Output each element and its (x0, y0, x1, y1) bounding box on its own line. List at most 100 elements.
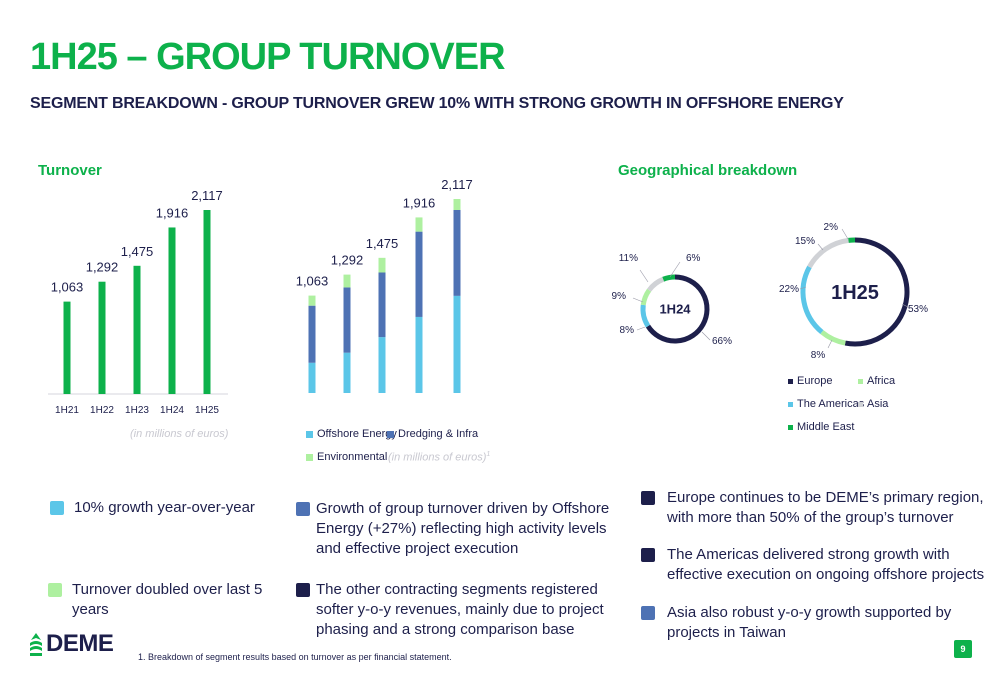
donut-pct-label: 8% (620, 325, 635, 336)
stack-1H23-seg-0 (378, 337, 386, 393)
bullet-offshore-growth: Growth of group turnover driven by Offsh… (296, 499, 616, 559)
x-tick-label: 1H21 (55, 405, 79, 416)
stack-1H25-seg-0 (453, 295, 461, 393)
donut-1h25: 1H25 53% 8% 22% 15% 2% (779, 222, 928, 361)
bullet-marker (48, 583, 62, 597)
deme-logo: DEME (28, 630, 114, 658)
donut-slice-europe (844, 237, 910, 347)
bar-value-label: 1,292 (86, 260, 119, 275)
legend-offshore: Offshore Energy (306, 428, 397, 440)
donut-pct-label: 66% (712, 336, 732, 347)
bar-value-label: 1,475 (121, 244, 154, 259)
legend-africa: Africa (858, 375, 895, 387)
leader-line (799, 286, 807, 290)
donut-slice-africa (820, 330, 846, 346)
turnover-bar-chart: 1,063 1H21 1,292 1H22 1,475 1H23 1,916 1H24 2,11… (48, 188, 228, 416)
stack-1H22-seg-1 (343, 287, 351, 353)
bullet-marker (641, 548, 655, 562)
geo-heading: Geographical breakdown (618, 162, 798, 179)
donut-pct-label: 15% (795, 236, 815, 247)
donut-slice-the-americas (800, 265, 824, 334)
stack-total-label: 1,916 (403, 195, 436, 210)
donut-center-label: 1H25 (831, 282, 879, 304)
bullet-marker (641, 491, 655, 505)
donut-slice-asia (807, 237, 849, 269)
leader-line (639, 269, 649, 283)
stack-1H23-seg-2 (378, 257, 386, 273)
bar-1H24 (168, 227, 176, 394)
stack-total-label: 1,475 (366, 236, 399, 251)
bar-value-label: 1,063 (51, 280, 84, 295)
donut-pct-label: 22% (779, 284, 799, 295)
legend-asia: Asia (858, 398, 888, 410)
stack-1H22-seg-2 (343, 274, 351, 288)
bar-value-label: 1,916 (156, 205, 189, 220)
leader-line (636, 326, 646, 331)
donut-slice-middle-east (662, 274, 676, 282)
stack-1H24-seg-2 (415, 217, 423, 232)
bullet-marker (50, 501, 64, 515)
donut-pct-label: 2% (824, 222, 839, 233)
footnote: 1. Breakdown of segment results based on… (138, 652, 452, 662)
stack-1H21-seg-1 (308, 305, 316, 363)
bar-1H21 (63, 301, 71, 394)
bullet-asia: Asia also robust y-o-y growth supported … (641, 603, 986, 643)
deme-logo-icon (30, 633, 42, 656)
legend-americas: The Americas (788, 398, 864, 410)
stack-1H23-seg-1 (378, 272, 386, 338)
page-title: 1H25 – GROUP TURNOVER (30, 36, 506, 78)
donut-slice-europe (645, 274, 710, 344)
stack-1H22-seg-0 (343, 352, 351, 393)
bullet-marker (296, 502, 310, 516)
page-number: 9 (954, 640, 972, 658)
leader-line (669, 261, 681, 278)
bullet-doubled: Turnover doubled over last 5 years (48, 580, 298, 620)
leader-line (632, 297, 644, 303)
bar-1H22 (98, 281, 106, 394)
page-subtitle: SEGMENT BREAKDOWN - GROUP TURNOVER GREW … (30, 95, 844, 112)
bullet-growth: 10% growth year-over-year (50, 498, 280, 518)
bullet-other-segments: The other contracting segments registere… (296, 580, 616, 640)
leader-line (901, 303, 911, 309)
donut-pct-label: 53% (908, 304, 928, 315)
legend-europe: Europe (788, 375, 832, 387)
bullet-marker (641, 606, 655, 620)
bullet-americas: The Americas delivered strong growth wit… (641, 545, 986, 585)
legend-dredging: Dredging & Infra (387, 428, 478, 440)
donut-pct-label: 9% (612, 291, 627, 302)
x-tick-label: 1H25 (195, 405, 219, 416)
stack-1H24-seg-1 (415, 231, 423, 317)
stack-total-label: 2,117 (441, 177, 473, 192)
donut-slice-the-americas (640, 304, 651, 328)
stack-total-label: 1,292 (331, 253, 364, 268)
donut-pct-label: 11% (619, 253, 638, 264)
x-tick-label: 1H24 (160, 405, 184, 416)
bullet-europe: Europe continues to be DEME’s primary re… (641, 488, 986, 528)
leader-line (841, 228, 849, 240)
legend-middle-east: Middle East (788, 421, 854, 433)
x-tick-label: 1H23 (125, 405, 149, 416)
leader-line (827, 339, 833, 349)
legend-environmental: Environmental (306, 451, 387, 463)
bar-1H25 (203, 210, 211, 394)
turnover-heading: Turnover (38, 162, 102, 179)
stack-1H25-seg-1 (453, 209, 461, 296)
donut-pct-label: 6% (686, 253, 701, 264)
unit-note-2: (in millions of euros)1 (388, 451, 491, 464)
donut-slice-asia (647, 276, 665, 292)
bar-1H23 (133, 265, 141, 394)
bullet-marker (296, 583, 310, 597)
stack-1H25-seg-2 (453, 199, 461, 210)
stack-total-label: 1,063 (296, 274, 329, 289)
stack-1H21-seg-0 (308, 362, 316, 393)
donut-center-label: 1H24 (659, 302, 691, 317)
donut-1h24: 1H24 66% 11% 8% 9% 6% (612, 253, 733, 347)
donut-pct-label: 8% (811, 350, 826, 361)
stack-1H24-seg-0 (415, 316, 423, 393)
leader-line (701, 331, 711, 341)
stack-1H21-seg-2 (308, 295, 316, 306)
x-tick-label: 1H22 (90, 405, 114, 416)
donut-slice-africa (640, 288, 652, 306)
bar-value-label: 2,117 (191, 188, 223, 203)
